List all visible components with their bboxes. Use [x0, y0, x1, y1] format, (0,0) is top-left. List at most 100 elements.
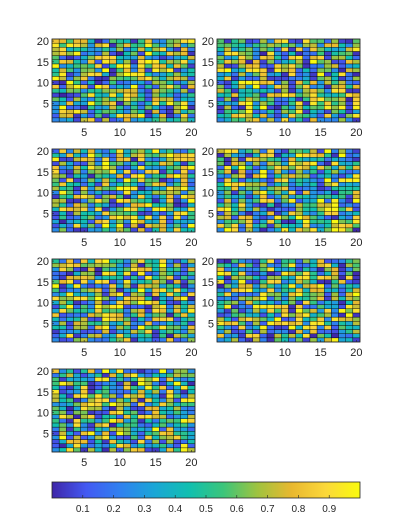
heatmap-cell [101, 186, 110, 191]
x-tick-label: 15 [315, 237, 327, 249]
heatmap-cell [116, 71, 124, 77]
heatmap-cell [216, 47, 225, 52]
heatmap-cell [144, 101, 153, 106]
heatmap-cell [58, 300, 67, 305]
heatmap-cell [80, 292, 88, 297]
heatmap-cell [58, 422, 67, 428]
heatmap-cell [144, 325, 153, 330]
heatmap-cell [274, 161, 282, 166]
heatmap-cell [259, 296, 268, 301]
heatmap-cell [274, 206, 282, 212]
heatmap-cell [144, 92, 153, 98]
heatmap-cell [101, 211, 110, 216]
heatmap-cell [51, 71, 60, 77]
heatmap-cell [316, 186, 325, 191]
heatmap-cell [288, 148, 296, 154]
heatmap-cell [80, 198, 88, 204]
heatmap-cell [144, 381, 153, 386]
heatmap-cell [252, 186, 261, 191]
heatmap-cell [352, 300, 361, 305]
heatmap-cell [116, 51, 124, 56]
heatmap-cell [87, 109, 96, 114]
heatmap-cell [266, 67, 275, 73]
heatmap-cell [173, 117, 181, 123]
heatmap-cell [238, 300, 246, 305]
heatmap-cell [144, 63, 153, 69]
heatmap-cell [302, 321, 311, 326]
heatmap-cell [94, 389, 103, 395]
heatmap-cell [130, 406, 138, 411]
heatmap-cell [274, 296, 282, 301]
heatmap-cell [223, 84, 232, 90]
heatmap-cell [94, 148, 103, 154]
heatmap-cell [116, 109, 124, 114]
heatmap-cell [252, 292, 261, 297]
heatmap-cell [51, 262, 60, 268]
heatmap-cell [173, 279, 181, 285]
heatmap-cell [302, 88, 311, 94]
heatmap-cell [87, 308, 96, 314]
heatmap-cell [288, 267, 296, 272]
heatmap-cell [73, 292, 81, 297]
heatmap-cell [116, 406, 124, 411]
heatmap-cell [144, 47, 153, 52]
heatmap-cell [130, 198, 138, 204]
heatmap-cell [288, 211, 296, 216]
heatmap-cell [324, 258, 332, 264]
heatmap-cell [108, 169, 117, 175]
heatmap-cell [166, 325, 174, 330]
heatmap-cell [101, 173, 110, 179]
heatmap-cell [187, 113, 196, 119]
heatmap-cell [259, 55, 268, 60]
heatmap-cell [288, 42, 296, 48]
heatmap-cell [216, 71, 225, 77]
heatmap-cell [274, 96, 282, 102]
heatmap-cell [159, 308, 167, 314]
heatmap-cell [159, 169, 167, 175]
heatmap-cell [123, 92, 131, 98]
colorbar: 0.1 0.2 0.3 0.4 0.5 0.6 0.7 0.8 0.9 [51, 481, 361, 515]
heatmap-cell [338, 165, 346, 170]
heatmap-cell [288, 262, 296, 268]
heatmap-cell [87, 181, 96, 187]
heatmap-cell [231, 157, 239, 162]
heatmap-cell [137, 443, 146, 449]
heatmap-cell [144, 71, 153, 77]
heatmap-cell [338, 96, 346, 102]
heatmap-cell [187, 152, 196, 158]
heatmap-cell [80, 283, 88, 289]
heatmap-cell [87, 80, 96, 85]
heatmap-cell [180, 165, 189, 170]
heatmap-cell [231, 113, 239, 119]
heatmap-cell [288, 84, 296, 90]
heatmap-cell [259, 42, 268, 48]
heatmap-cell [316, 71, 325, 77]
heatmap-cell [166, 377, 174, 382]
heatmap-cell [66, 422, 74, 428]
heatmap-cell [338, 333, 346, 339]
heatmap-cell [101, 63, 110, 69]
heatmap-cell [324, 190, 332, 195]
heatmap-cell [295, 80, 303, 85]
heatmap-cell [80, 329, 88, 334]
heatmap-cell [266, 71, 275, 77]
heatmap-cell [216, 304, 225, 309]
heatmap-cell [137, 292, 146, 297]
heatmap-cell [51, 372, 60, 378]
heatmap-cell [116, 165, 124, 170]
heatmap-cell [73, 211, 81, 216]
heatmap-cell [295, 211, 303, 216]
heatmap-cell [223, 227, 232, 233]
heatmap-cell [309, 194, 318, 199]
heatmap-cell [216, 177, 225, 183]
heatmap-cell [345, 42, 354, 48]
heatmap-cell [216, 283, 225, 289]
heatmap-cell [238, 88, 246, 94]
heatmap-cell [288, 181, 296, 187]
heatmap-cell [123, 262, 131, 268]
heatmap-cell [123, 219, 131, 224]
heatmap-cell [252, 329, 261, 334]
heatmap-cell [288, 279, 296, 285]
heatmap-cell [295, 165, 303, 170]
heatmap-cell [231, 304, 239, 309]
